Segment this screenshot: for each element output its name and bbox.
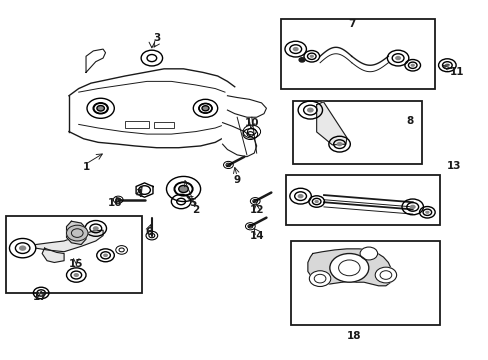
Text: 6: 6 <box>145 227 153 237</box>
Circle shape <box>179 185 188 193</box>
Bar <box>154 122 173 128</box>
Text: 10: 10 <box>244 118 259 128</box>
Circle shape <box>39 291 43 294</box>
Text: 18: 18 <box>346 331 361 341</box>
Text: 12: 12 <box>249 206 264 216</box>
Bar <box>290 241 439 325</box>
Circle shape <box>181 187 185 191</box>
Text: 14: 14 <box>249 231 264 240</box>
Circle shape <box>297 194 303 198</box>
Circle shape <box>410 64 414 67</box>
Circle shape <box>19 246 26 251</box>
Polygon shape <box>307 249 392 286</box>
Circle shape <box>103 253 108 257</box>
Polygon shape <box>222 123 256 157</box>
Circle shape <box>306 108 313 113</box>
Polygon shape <box>227 96 266 117</box>
Bar <box>281 19 434 89</box>
Text: 7: 7 <box>347 19 355 29</box>
Text: 17: 17 <box>32 292 47 302</box>
Circle shape <box>336 142 342 147</box>
Text: 16: 16 <box>108 198 122 208</box>
Circle shape <box>99 107 102 110</box>
Polygon shape <box>316 102 346 145</box>
Circle shape <box>97 105 104 111</box>
Circle shape <box>394 56 400 60</box>
Circle shape <box>444 63 449 67</box>
Text: 9: 9 <box>233 175 240 185</box>
Circle shape <box>299 58 305 62</box>
Circle shape <box>424 211 428 214</box>
Circle shape <box>203 107 207 109</box>
Circle shape <box>374 267 396 283</box>
Polygon shape <box>42 248 64 262</box>
Bar <box>285 175 439 225</box>
Polygon shape <box>36 230 103 252</box>
Circle shape <box>93 226 99 231</box>
Circle shape <box>309 271 330 287</box>
Text: 8: 8 <box>406 116 413 126</box>
Polygon shape <box>66 221 86 244</box>
Circle shape <box>359 247 377 260</box>
Text: 4: 4 <box>136 189 143 199</box>
Polygon shape <box>86 49 105 72</box>
Circle shape <box>309 55 313 58</box>
Text: 11: 11 <box>448 67 463 77</box>
Circle shape <box>73 273 79 277</box>
Bar <box>293 101 422 164</box>
Circle shape <box>292 47 298 51</box>
Circle shape <box>409 205 415 209</box>
Text: 3: 3 <box>153 33 160 43</box>
Circle shape <box>66 225 88 241</box>
Text: 13: 13 <box>446 161 461 171</box>
Text: 1: 1 <box>82 162 89 172</box>
Text: 2: 2 <box>192 206 199 216</box>
Bar <box>125 121 149 128</box>
Circle shape <box>314 200 318 203</box>
Circle shape <box>329 253 368 282</box>
Text: 15: 15 <box>69 259 83 269</box>
Bar <box>5 216 142 293</box>
Circle shape <box>202 106 208 111</box>
Text: 5: 5 <box>189 198 197 208</box>
